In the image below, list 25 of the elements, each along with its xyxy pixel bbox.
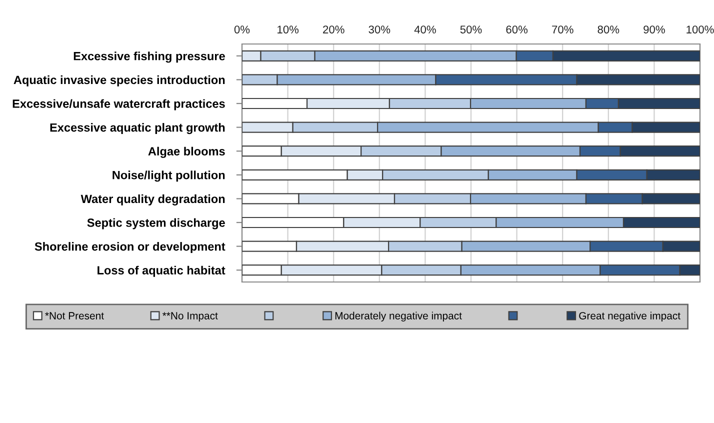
x-tick-label: 80% [598, 26, 620, 34]
y-tick-label: Shoreline erosion or development [34, 242, 226, 254]
y-tick-label: Loss of aquatic habitat [98, 266, 226, 277]
y-tick-label: Excessive/unsafe watercraft practices [12, 99, 225, 110]
y-tick-label: Excessive aquatic plant growth [50, 123, 225, 134]
x-tick-label: 70% [552, 26, 574, 34]
y-tick-label: Aquatic invasive species introduction [14, 75, 225, 86]
legend-label: *Not Present [45, 312, 104, 320]
x-tick-label: 40% [414, 26, 436, 34]
x-tick-label: 0% [234, 26, 250, 34]
y-tick-label: Septic system discharge [87, 218, 225, 230]
x-tick-label: 60% [506, 26, 528, 34]
x-tick-label: 10% [278, 26, 299, 34]
y-tick-label: Noise/light pollution [112, 170, 225, 182]
x-tick-label: 100% [686, 26, 714, 34]
x-tick-label: 30% [368, 26, 390, 34]
x-tick-label: 50% [460, 26, 482, 34]
legend-label: Great negative impact [579, 312, 680, 322]
y-tick-label: Algae blooms [148, 146, 225, 158]
y-tick-label: Water quality degradation [80, 194, 225, 206]
legend-label: **No Impact [162, 312, 218, 322]
y-tick-label: Excessive fishing pressure [74, 52, 225, 63]
x-tick-label: 90% [644, 26, 665, 34]
legend-label: Moderately negative impact [335, 312, 462, 322]
x-tick-label: 20% [323, 26, 344, 34]
